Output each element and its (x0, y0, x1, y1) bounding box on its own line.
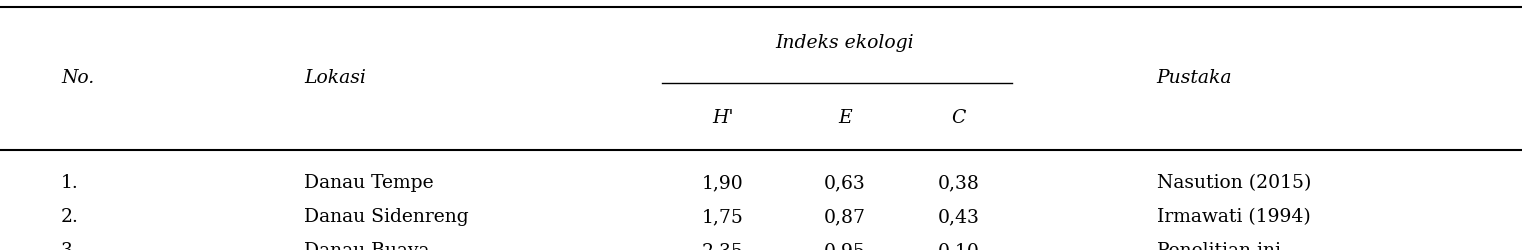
Text: Pustaka: Pustaka (1157, 68, 1233, 86)
Text: Danau Buaya: Danau Buaya (304, 241, 429, 250)
Text: 0,63: 0,63 (823, 174, 866, 192)
Text: E: E (837, 108, 852, 126)
Text: Penelitian ini: Penelitian ini (1157, 241, 1280, 250)
Text: No.: No. (61, 68, 94, 86)
Text: 3.: 3. (61, 241, 79, 250)
Text: C: C (951, 108, 966, 126)
Text: 0,95: 0,95 (823, 241, 866, 250)
Text: Lokasi: Lokasi (304, 68, 367, 86)
Text: Danau Sidenreng: Danau Sidenreng (304, 207, 469, 225)
Text: Indeks ekologi: Indeks ekologi (775, 34, 915, 52)
Text: H': H' (712, 108, 734, 126)
Text: Irmawati (1994): Irmawati (1994) (1157, 207, 1310, 225)
Text: 2.: 2. (61, 207, 79, 225)
Text: Nasution (2015): Nasution (2015) (1157, 174, 1310, 192)
Text: 0,87: 0,87 (823, 207, 866, 225)
Text: 1,75: 1,75 (702, 207, 744, 225)
Text: 0,38: 0,38 (938, 174, 980, 192)
Text: 0,10: 0,10 (938, 241, 980, 250)
Text: 0,43: 0,43 (938, 207, 980, 225)
Text: 2,35: 2,35 (702, 241, 744, 250)
Text: 1,90: 1,90 (702, 174, 744, 192)
Text: Danau Tempe: Danau Tempe (304, 174, 434, 192)
Text: 1.: 1. (61, 174, 79, 192)
